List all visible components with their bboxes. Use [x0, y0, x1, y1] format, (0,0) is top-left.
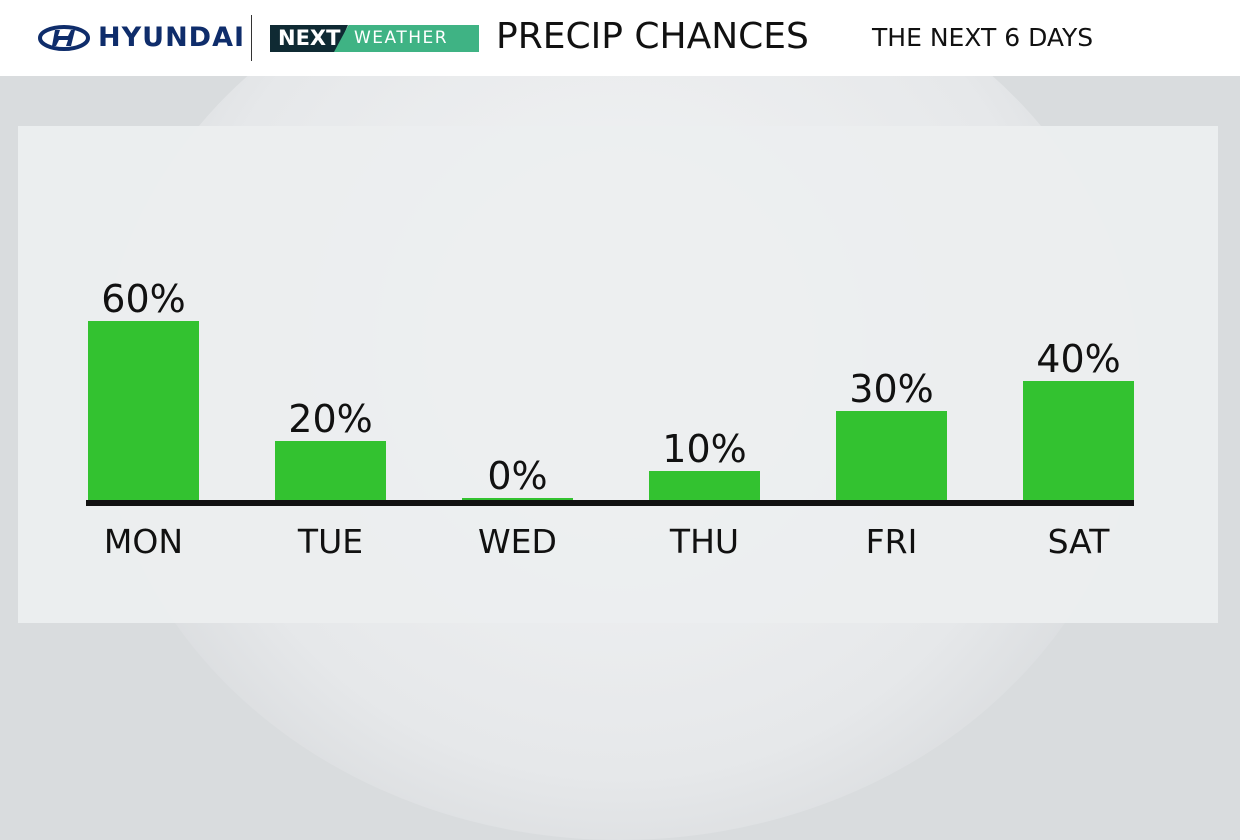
page-title: PRECIP CHANCES [496, 16, 809, 57]
category-label: FRI [866, 522, 918, 561]
bar-mon [88, 321, 199, 501]
page-subtitle: THE NEXT 6 DAYS [872, 23, 1094, 52]
header-divider [251, 15, 252, 61]
bar-sat [1023, 381, 1134, 501]
chart-panel [18, 126, 1218, 623]
bar-chart: 60% MON 20% TUE 0% WED 10% THU 30% FRI 40% SAT [86, 277, 1134, 561]
data-label: 20% [288, 397, 372, 441]
category-label: MON [104, 522, 183, 561]
data-label: 0% [487, 454, 547, 498]
category-label: SAT [1048, 522, 1111, 561]
bar-tue [275, 441, 386, 501]
data-label: 60% [101, 277, 185, 321]
next-weather-logo: NEXT WEATHER [270, 25, 479, 52]
category-label: THU [669, 522, 739, 561]
data-label: 40% [1036, 337, 1120, 381]
header-bar: HYUNDAI NEXT WEATHER PRECIP CHANCES THE … [0, 0, 1240, 76]
bar-fri [836, 411, 947, 501]
x-axis-line [86, 500, 1134, 506]
logo-weather: WEATHER [334, 25, 479, 52]
category-label: WED [478, 522, 557, 561]
data-label: 30% [849, 367, 933, 411]
bar-wed [462, 498, 573, 501]
logo-next: NEXT [270, 25, 348, 52]
bar-thu [649, 471, 760, 501]
brand-name: HYUNDAI [98, 22, 246, 53]
category-label: TUE [297, 522, 363, 561]
hyundai-logo-icon [38, 25, 90, 51]
data-label: 10% [662, 427, 746, 471]
